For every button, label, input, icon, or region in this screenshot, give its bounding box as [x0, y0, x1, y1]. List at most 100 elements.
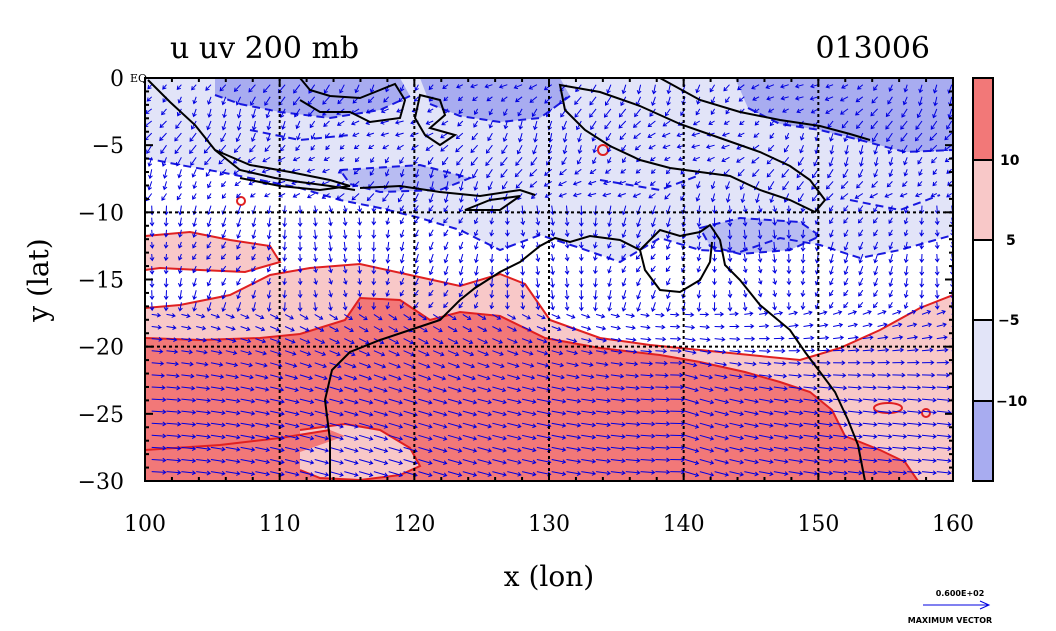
wind-vector	[892, 385, 907, 391]
wind-vector	[323, 120, 330, 128]
wind-vector	[729, 422, 744, 429]
wind-vector	[507, 471, 522, 477]
tick-marks	[144, 77, 954, 482]
wind-vector	[840, 108, 849, 115]
wind-vector	[484, 83, 493, 89]
wind-vector	[196, 410, 212, 415]
wind-vector	[610, 325, 621, 331]
wind-vector	[310, 132, 316, 140]
wind-vector	[177, 181, 183, 190]
wind-vector	[607, 290, 613, 301]
wind-vector	[888, 241, 894, 250]
wind-vector	[651, 241, 656, 250]
wind-vector	[292, 193, 301, 198]
wind-vector	[695, 84, 701, 94]
wind-vector	[566, 386, 581, 392]
wind-vector	[625, 313, 636, 318]
wind-vector	[266, 278, 272, 286]
wind-vector	[236, 193, 241, 199]
wind-vector	[192, 96, 198, 105]
wind-vector	[190, 157, 197, 166]
wind-vector	[236, 277, 242, 286]
wind-vector	[299, 446, 315, 453]
wind-vector	[521, 362, 535, 368]
wind-vector	[596, 434, 611, 440]
wind-vector	[794, 83, 804, 89]
x-axis-label: x (lon)	[504, 560, 594, 593]
wind-vector	[803, 398, 819, 404]
wind-vector	[903, 217, 909, 225]
wind-vector	[768, 181, 775, 191]
wind-vector	[772, 241, 777, 252]
wind-vector	[832, 310, 843, 315]
wind-vector	[544, 193, 552, 198]
wind-vector	[462, 386, 477, 393]
wind-vector	[282, 266, 287, 273]
wind-vector	[299, 459, 315, 465]
wind-vector	[666, 96, 671, 106]
wind-vector	[388, 434, 404, 441]
wind-vector	[773, 459, 789, 464]
wind-vector	[428, 193, 434, 204]
wind-vector	[225, 410, 241, 416]
wind-vector	[798, 193, 804, 203]
wind-vector	[240, 471, 256, 477]
wind-vector	[220, 253, 227, 260]
wind-vector	[365, 108, 375, 114]
map-title: u uv 200 mb	[170, 31, 359, 66]
wind-vector	[727, 253, 733, 263]
wind-vector	[759, 336, 771, 342]
wind-vector	[773, 310, 784, 316]
wind-vector	[284, 434, 300, 441]
wind-vector	[829, 277, 834, 286]
wind-vector	[504, 290, 510, 299]
wind-vector	[329, 362, 342, 369]
wind-vector	[655, 336, 667, 342]
wind-vector	[888, 217, 893, 224]
wind-vector	[877, 470, 893, 476]
wind-vector	[809, 96, 819, 101]
wind-vector	[636, 229, 642, 239]
wind-vector	[607, 229, 612, 238]
wind-vector	[488, 120, 493, 129]
wind-vector	[477, 362, 490, 369]
wind-vector	[566, 422, 582, 428]
wind-vector	[744, 323, 755, 329]
wind-vector	[578, 266, 584, 275]
y-tick-label: −15	[78, 269, 124, 294]
wind-vector	[720, 144, 730, 150]
wind-vector	[786, 253, 792, 264]
wind-vector	[535, 253, 541, 263]
wind-vector	[296, 132, 301, 141]
wind-vector	[443, 96, 449, 102]
wind-vector	[369, 84, 375, 93]
wind-vector	[192, 253, 197, 261]
wind-vector	[684, 471, 700, 478]
wind-vector	[507, 350, 519, 356]
wind-vector	[181, 446, 197, 452]
wind-vector	[714, 410, 730, 417]
wind-vector	[666, 229, 671, 240]
wind-vector	[428, 277, 434, 287]
wind-vector	[640, 361, 654, 367]
wind-vector	[946, 193, 952, 198]
wind-vector	[385, 229, 391, 239]
wind-vector	[888, 253, 894, 264]
wind-vector	[729, 324, 740, 329]
wind-vector	[706, 156, 715, 162]
wind-vector	[564, 290, 570, 300]
wind-vector	[729, 374, 743, 380]
wind-vector	[321, 168, 330, 174]
wind-vector	[159, 132, 167, 142]
wind-vector	[712, 241, 718, 252]
wind-vector	[358, 410, 374, 417]
wind-vector	[353, 168, 360, 175]
wind-vector	[462, 398, 478, 405]
wind-vector	[328, 278, 333, 285]
wind-vector	[936, 310, 946, 315]
wind-vector	[782, 108, 789, 113]
wind-vector	[255, 326, 266, 332]
wind-vector	[447, 410, 463, 417]
wind-vector	[443, 205, 449, 213]
wind-vector	[562, 132, 568, 143]
